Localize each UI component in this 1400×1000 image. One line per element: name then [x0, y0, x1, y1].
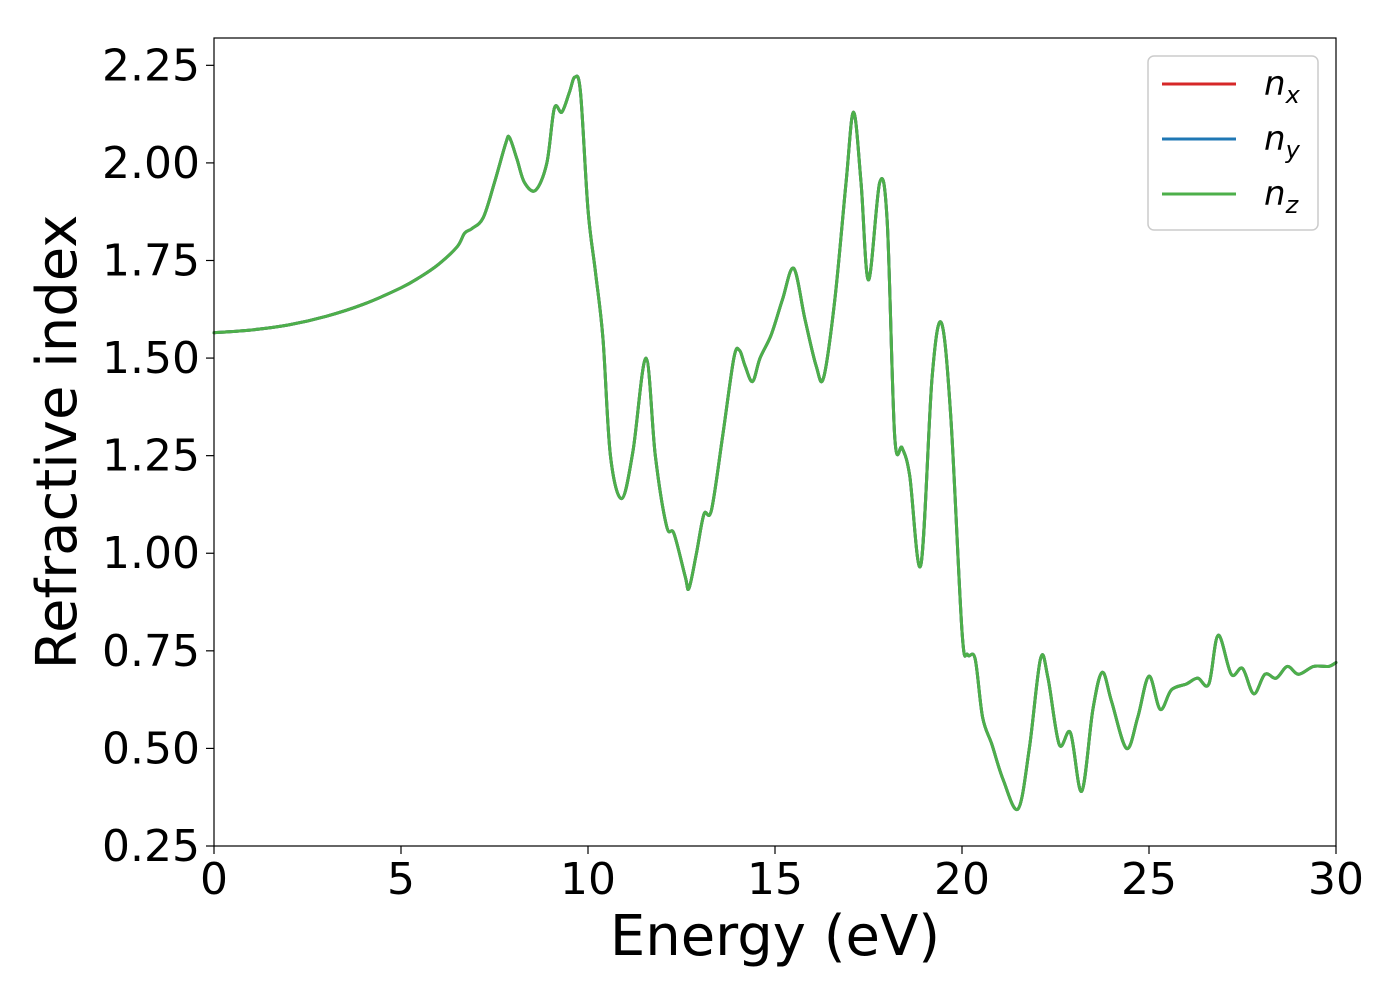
x-tick-label: 25 [1121, 854, 1177, 905]
y-tick-label: 2.00 [102, 138, 200, 189]
y-tick-label: 2.25 [102, 40, 200, 91]
legend: nx ny nz [1147, 55, 1319, 231]
x-tick-label: 15 [747, 854, 803, 905]
x-axis-label: Energy (eV) [610, 904, 940, 969]
x-tick-label: 30 [1308, 854, 1364, 905]
y-tick-label: 1.00 [102, 528, 200, 579]
legend-box [1147, 55, 1319, 231]
y-axis: 0.25 0.50 0.75 1.00 1.25 1.50 1.75 2.00 2.25 [102, 40, 214, 872]
x-axis: 0 5 10 15 20 25 30 [200, 846, 1364, 905]
x-tick-label: 10 [560, 854, 616, 905]
series-layer [212, 74, 1338, 812]
legend-label-y: ny [1264, 119, 1301, 164]
y-tick-label: 0.25 [102, 821, 200, 872]
y-axis-label: Refractive index [25, 215, 90, 670]
y-tick-label: 0.50 [102, 723, 200, 774]
legend-label-x: nx [1264, 64, 1301, 109]
x-tick-label: 5 [387, 854, 415, 905]
x-tick-label: 0 [200, 854, 228, 905]
y-tick-label: 0.75 [102, 626, 200, 677]
y-tick-label: 1.75 [102, 235, 200, 286]
series-line-z [212, 74, 1338, 812]
legend-label-z: nz [1264, 174, 1300, 219]
x-tick-label: 20 [934, 854, 990, 905]
y-tick-label: 1.50 [102, 333, 200, 384]
y-tick-label: 1.25 [102, 431, 200, 482]
